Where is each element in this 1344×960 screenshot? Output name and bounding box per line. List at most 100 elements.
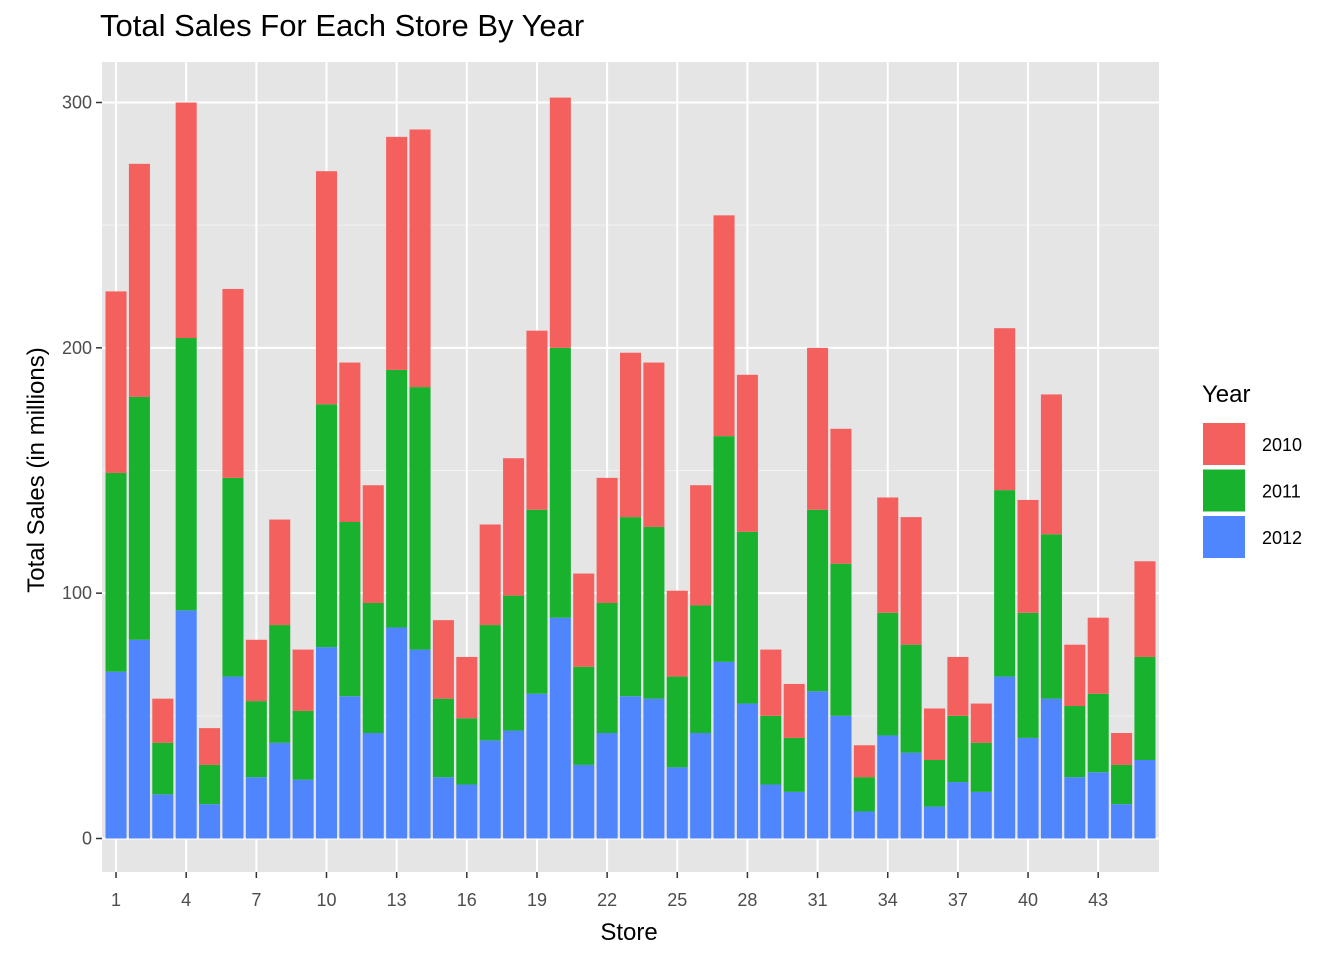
bar-store-6-2010 <box>222 288 244 478</box>
x-tick-label: 7 <box>251 890 261 910</box>
bar-store-13-2012 <box>386 627 408 839</box>
bar-store-43-2012 <box>1087 772 1109 839</box>
y-axis-title: Total Sales (in millions) <box>23 347 50 592</box>
bar-store-2-2012 <box>128 639 150 839</box>
bar-store-28-2010 <box>736 374 758 532</box>
bar-store-11-2010 <box>339 362 361 523</box>
bar-store-18-2012 <box>503 730 525 839</box>
bar-store-1-2012 <box>105 671 127 839</box>
bar-store-14-2011 <box>409 387 431 650</box>
bar-store-27-2010 <box>713 215 735 437</box>
bar-store-3-2011 <box>152 742 174 795</box>
bar-store-28-2012 <box>736 703 758 839</box>
bar-store-29-2011 <box>760 715 782 785</box>
x-tick-label: 25 <box>667 890 687 910</box>
bars-group <box>105 97 1156 839</box>
bar-store-29-2012 <box>760 784 782 839</box>
bar-store-10-2012 <box>315 647 338 839</box>
bar-store-31-2011 <box>807 509 829 692</box>
bar-store-5-2011 <box>199 764 221 805</box>
bar-store-43-2010 <box>1087 617 1109 694</box>
bar-store-37-2010 <box>947 656 969 716</box>
bar-store-35-2012 <box>900 752 922 839</box>
bar-store-30-2011 <box>783 737 805 792</box>
bar-store-38-2010 <box>970 703 992 743</box>
bar-store-39-2010 <box>994 328 1016 491</box>
bar-store-31-2012 <box>807 691 829 839</box>
bar-store-27-2011 <box>713 436 735 662</box>
bar-store-22-2012 <box>596 733 618 839</box>
bar-store-11-2012 <box>339 696 361 839</box>
bar-store-18-2011 <box>503 595 525 731</box>
bar-store-20-2010 <box>549 97 571 348</box>
bar-store-17-2010 <box>479 524 501 626</box>
bar-store-29-2010 <box>760 649 782 716</box>
bar-store-5-2012 <box>199 804 221 839</box>
bar-store-19-2011 <box>526 509 548 694</box>
bar-store-18-2010 <box>503 458 525 596</box>
bar-store-26-2012 <box>690 733 712 839</box>
bar-store-19-2012 <box>526 693 548 839</box>
bar-store-6-2011 <box>222 477 244 677</box>
bar-store-25-2012 <box>666 767 688 839</box>
bar-store-34-2012 <box>877 735 899 839</box>
legend-label-2012: 2012 <box>1262 528 1302 548</box>
bar-store-45-2012 <box>1134 759 1156 839</box>
bar-store-20-2012 <box>549 617 571 839</box>
bar-store-37-2011 <box>947 715 969 783</box>
x-tick-label: 16 <box>457 890 477 910</box>
bar-store-8-2010 <box>269 519 291 626</box>
x-tick-label: 22 <box>597 890 617 910</box>
legend-title: Year <box>1202 381 1251 408</box>
legend: Year 2010 2011 2012 <box>1201 381 1302 560</box>
axes-group: 0 100 200 300 1 4 7 10 13 16 19 22 25 28 31 34 37 40 43 <box>62 93 1108 911</box>
bar-store-20-2011 <box>549 347 571 618</box>
bar-store-13-2010 <box>386 136 408 370</box>
bar-store-44-2011 <box>1111 764 1133 805</box>
x-tick-label: 1 <box>111 890 121 910</box>
bar-store-12-2011 <box>362 602 384 734</box>
bar-store-44-2012 <box>1111 804 1133 839</box>
bar-store-7-2011 <box>245 701 267 778</box>
bar-store-21-2012 <box>573 764 595 839</box>
x-tick-label: 37 <box>948 890 968 910</box>
bar-store-7-2012 <box>245 777 267 839</box>
bar-store-3-2012 <box>152 794 174 839</box>
x-tick-label: 34 <box>878 890 898 910</box>
bar-store-4-2010 <box>175 102 197 339</box>
bar-store-25-2010 <box>666 590 688 677</box>
bar-store-21-2010 <box>573 573 595 667</box>
bar-store-7-2010 <box>245 639 267 702</box>
bar-store-32-2011 <box>830 563 852 716</box>
bar-store-24-2011 <box>643 526 665 699</box>
y-tick-label: 100 <box>62 583 92 603</box>
bar-store-3-2010 <box>152 698 174 743</box>
bar-store-30-2012 <box>783 791 805 839</box>
bar-store-24-2012 <box>643 698 665 839</box>
bar-store-4-2012 <box>175 610 197 839</box>
bar-store-9-2010 <box>292 649 314 711</box>
bar-store-14-2010 <box>409 129 431 388</box>
bar-store-41-2012 <box>1040 698 1062 839</box>
bar-store-27-2012 <box>713 661 735 839</box>
bar-store-42-2012 <box>1064 777 1086 839</box>
x-tick-label: 19 <box>527 890 547 910</box>
bar-store-22-2011 <box>596 602 618 734</box>
bar-store-42-2011 <box>1064 706 1086 778</box>
bar-store-2-2010 <box>128 163 150 397</box>
bar-store-23-2010 <box>619 352 642 518</box>
legend-key-2011 <box>1201 467 1247 514</box>
bar-store-39-2012 <box>994 676 1016 839</box>
bar-store-9-2011 <box>292 710 314 780</box>
bar-store-41-2011 <box>1040 534 1062 699</box>
legend-key-2012 <box>1201 514 1247 560</box>
bar-store-10-2010 <box>315 171 338 405</box>
bar-store-40-2011 <box>1017 612 1039 738</box>
y-tick-label: 300 <box>62 93 92 113</box>
bar-store-36-2012 <box>923 806 946 839</box>
x-tick-label: 10 <box>316 890 336 910</box>
bar-store-15-2010 <box>432 620 454 699</box>
legend-key-2010 <box>1201 421 1247 467</box>
bar-store-15-2011 <box>432 698 454 778</box>
